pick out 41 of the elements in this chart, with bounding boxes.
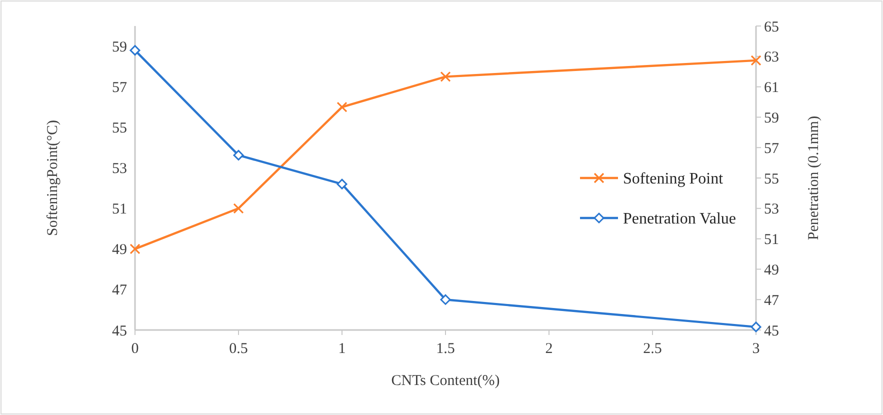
y-tick-label: 45 <box>112 323 127 340</box>
y2-tick-label: 57 <box>764 140 780 157</box>
x-tick-label: 3 <box>752 341 760 357</box>
y2-tick-label: 59 <box>764 110 779 126</box>
x-axis-title: CNTs Content(%) <box>391 373 500 389</box>
y-tick-label: 49 <box>112 242 127 258</box>
y2-tick-label: 51 <box>764 232 779 248</box>
y2-tick-label: 49 <box>764 262 779 278</box>
y2-tick-label: 45 <box>764 323 779 340</box>
y-tick-label: 51 <box>112 202 127 218</box>
point <box>440 71 451 82</box>
x-tick-label: 2.5 <box>643 341 662 357</box>
point <box>336 178 348 190</box>
y-tick-label: 59 <box>112 40 127 56</box>
y-axis-title: SofteningPoint(°C) <box>45 120 61 236</box>
legend-label: Softening Point <box>623 170 724 188</box>
x-tick-label: 1.5 <box>436 341 455 357</box>
y2-tick-label: 65 <box>764 19 779 36</box>
y-tick-label: 53 <box>112 161 127 178</box>
y-tick-label: 47 <box>112 282 128 299</box>
point <box>440 294 451 305</box>
x-tick-label: 2 <box>545 341 553 357</box>
point <box>130 244 140 254</box>
y2-tick-label: 47 <box>764 292 780 309</box>
point <box>750 322 762 332</box>
y-tick-label: 57 <box>112 80 128 96</box>
y2-axis-title: Penetration (0.1mm) <box>806 116 822 240</box>
y2-tick-label: 61 <box>764 80 779 96</box>
x-tick-label: 0.5 <box>229 341 248 357</box>
x-tick-label: 0 <box>131 341 139 357</box>
y2-tick-label: 53 <box>764 202 779 218</box>
point <box>336 102 348 112</box>
point <box>130 45 140 56</box>
x-tick-label: 1 <box>338 341 346 357</box>
legend-label: Penetration Value <box>623 210 736 228</box>
y2-tick-label: 63 <box>764 50 779 66</box>
point <box>233 150 244 160</box>
point <box>233 203 244 214</box>
y2-tick-label: 55 <box>764 171 779 188</box>
y-tick-label: 55 <box>112 120 127 137</box>
point <box>750 55 762 66</box>
